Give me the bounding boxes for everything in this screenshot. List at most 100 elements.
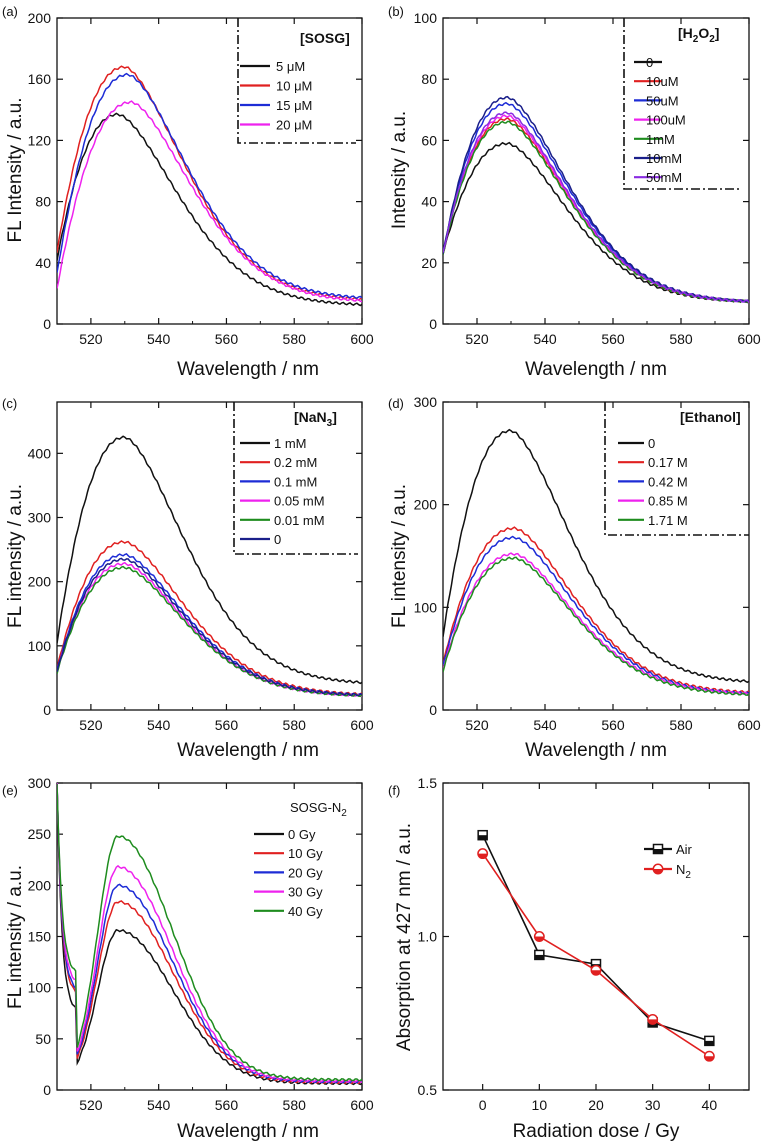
legend-label: 20 Gy [288, 865, 323, 880]
legend-label: N2 [676, 862, 691, 881]
plot-area [57, 435, 362, 698]
y-tick-label: 150 [28, 929, 52, 945]
legend-label: 0 [646, 55, 653, 70]
y-axis-label: FL Intensity / a.u. [5, 97, 26, 242]
legend-label: 30 Gy [288, 885, 323, 900]
series-line [443, 556, 749, 696]
legend-item: 10 μM [240, 79, 312, 94]
x-tick-label: 580 [283, 1097, 307, 1113]
series-line [57, 783, 362, 1082]
legend: Air N2 [644, 842, 693, 881]
legend: [NaN3] 1 mM 0.2 mM 0.1 mM 0.05 mM 0.01 mM 0 [233, 402, 358, 555]
legend-item: 0 [240, 532, 281, 547]
y-tick-label: 0 [43, 316, 51, 332]
y-tick-label: 0 [429, 316, 437, 332]
y-tick-label: 0 [43, 1082, 51, 1098]
plot-area [443, 428, 749, 696]
legend-label: 0.2 mM [274, 455, 317, 470]
legend-item: 0.17 M [618, 455, 688, 470]
x-tick-label: 560 [601, 331, 625, 347]
legend-item: N2 [644, 862, 691, 881]
y-tick-label: 400 [28, 445, 52, 461]
y-tick-label: 80 [421, 71, 437, 87]
plot-area [57, 65, 362, 307]
series-line [57, 65, 362, 301]
x-axis-label: Radiation dose / Gy [513, 1121, 680, 1142]
series-line [443, 535, 749, 695]
series-line [57, 783, 362, 1085]
y-tick-label: 60 [421, 132, 437, 148]
y-tick-label: 40 [421, 194, 437, 210]
legend-label: 20 μM [276, 118, 312, 133]
y-tick-label: 200 [28, 10, 52, 26]
panel-label: (e) [2, 783, 18, 798]
legend-label: 0.42 M [648, 474, 688, 489]
y-tick-label: 100 [28, 638, 52, 654]
data-point-circle [647, 1013, 659, 1025]
y-tick-label: 160 [28, 71, 52, 87]
legend-label: 0 Gy [288, 827, 316, 842]
x-tick-label: 540 [147, 717, 171, 733]
x-tick-label: 30 [645, 1097, 661, 1113]
legend-item: 0.2 mM [240, 455, 317, 470]
series-line [443, 428, 749, 684]
y-tick-label: 40 [35, 255, 51, 271]
y-tick-label: 100 [414, 599, 438, 615]
legend-title: [Ethanol] [680, 409, 741, 425]
y-axis-label: Intensity / a.u. [389, 111, 410, 229]
series-line [57, 565, 362, 698]
x-tick-label: 600 [737, 717, 761, 733]
series-line [443, 116, 749, 304]
legend-label: 0 [274, 532, 281, 547]
panel-label: (b) [388, 4, 404, 19]
panel-e: 520 540 560 580 600 0 50 100 150 200 250 300 Wavelen… [2, 775, 374, 1142]
legend-item: 1mM [634, 132, 675, 147]
series-line [57, 553, 362, 697]
panel-a: 520 540 560 580 600 0 40 80 120 160 200 Wavelength … [2, 4, 374, 380]
legend-label: 50uM [646, 93, 679, 108]
legend-item: 0 [618, 436, 655, 451]
legend-title: SOSG-N2 [290, 800, 347, 819]
y-tick-label: 0.5 [418, 1082, 438, 1098]
legend-item: 5 μM [240, 59, 305, 74]
legend-label: 10 Gy [288, 846, 323, 861]
y-tick-label: 100 [414, 10, 438, 26]
x-axis-label: Wavelength / nm [525, 359, 667, 380]
panel-d: 520 540 560 580 600 0 100 200 300 Wavelength / nm… [388, 394, 761, 761]
legend-title: [SOSG] [300, 30, 350, 46]
legend-border [623, 18, 741, 190]
legend-item: 20 Gy [254, 865, 323, 880]
series-line [443, 120, 749, 303]
legend-label: 10 μM [276, 79, 312, 94]
legend-label: 15 μM [276, 98, 312, 113]
legend-label: 0.01 mM [274, 513, 325, 528]
panel-label: (c) [2, 396, 17, 411]
legend-item: 10 Gy [254, 846, 323, 861]
series-line [57, 557, 362, 697]
legend-label: 10mM [646, 151, 682, 166]
legend-label: 0.85 M [648, 494, 688, 509]
y-axis-label: FL intensity / a.u. [5, 865, 26, 1009]
legend-item: 50mM [634, 170, 682, 185]
legend-border [604, 402, 749, 536]
legend-item: 0 [634, 55, 662, 70]
plot-area [443, 95, 749, 304]
plot-area [57, 783, 362, 1086]
legend-label: 0.17 M [648, 455, 688, 470]
series-line [443, 141, 749, 304]
series-line [57, 783, 362, 1086]
legend-label: 40 Gy [288, 904, 323, 919]
y-tick-label: 120 [28, 132, 52, 148]
y-tick-label: 1.0 [418, 929, 438, 945]
y-tick-label: 200 [28, 574, 52, 590]
x-tick-label: 10 [532, 1097, 548, 1113]
legend-label: Air [676, 842, 693, 857]
y-axis-label: FL intensity / a.u. [389, 484, 410, 628]
x-tick-label: 600 [350, 331, 374, 347]
x-tick-label: 0 [479, 1097, 487, 1113]
legend-title: [H2O2] [678, 25, 719, 45]
x-axis-label: Wavelength / nm [177, 740, 319, 761]
legend-item: 0.05 mM [240, 494, 325, 509]
y-tick-label: 200 [414, 497, 438, 513]
